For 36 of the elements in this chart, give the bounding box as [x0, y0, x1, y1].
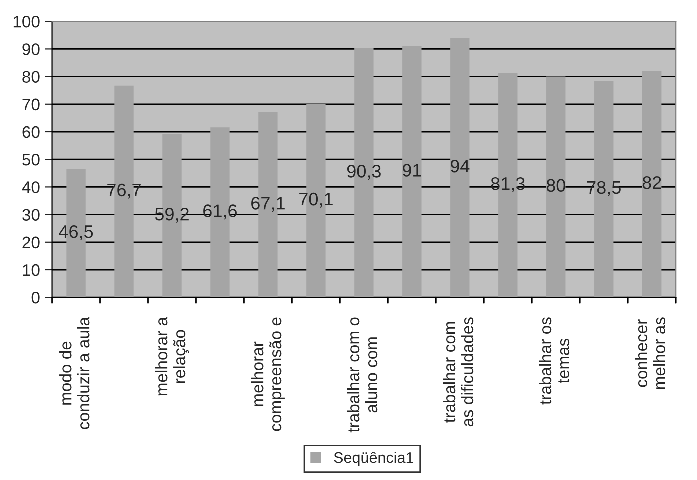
data-label: 67,1 [252, 197, 285, 212]
data-label: 46,5 [59, 225, 94, 240]
y-tick-label: 0 [32, 292, 40, 304]
x-tick-label: trabalhar com o aluno com [347, 318, 378, 433]
x-tick-label: trabalhar com as dificuldades [443, 318, 474, 427]
x-tick-label: melhorar compreensão e [251, 318, 285, 432]
data-label: 78,5 [587, 181, 621, 196]
y-tick-label: 40 [22, 182, 40, 194]
bar [642, 71, 662, 298]
y-tick-label: 100 [14, 16, 40, 28]
y-tick-label: 10 [23, 264, 40, 276]
x-tick-label: modo de conduzir a aula [60, 317, 90, 430]
y-tick-label: 80 [22, 71, 40, 84]
x-tick-label: melhorar a relação [155, 317, 190, 396]
x-tick-label: trabalhar os temas [539, 318, 570, 405]
data-label: 70,1 [300, 192, 333, 208]
bar [450, 38, 470, 298]
data-label: 80 [546, 179, 566, 192]
y-tick-label: 50 [22, 154, 40, 166]
y-tick-label: 70 [22, 98, 40, 111]
y-tick-label: 20 [22, 236, 40, 249]
data-label: 59,2 [155, 208, 189, 223]
bar [546, 76, 566, 298]
data-label: 76,7 [108, 184, 141, 199]
data-label: 61,6 [204, 204, 238, 220]
data-label: 94 [450, 160, 470, 173]
legend-label: Seqüência1 [334, 452, 414, 466]
y-tick-label: 90 [22, 44, 40, 56]
data-label: 90,3 [347, 165, 381, 180]
y-tick-label: 30 [22, 209, 40, 222]
data-label: 91 [402, 164, 422, 177]
y-tick-label: 60 [22, 126, 40, 138]
bar [402, 46, 422, 298]
data-label: 82 [642, 176, 662, 190]
x-tick-label: conhecer melhor as [635, 318, 666, 390]
data-label: 81,3 [491, 177, 525, 192]
